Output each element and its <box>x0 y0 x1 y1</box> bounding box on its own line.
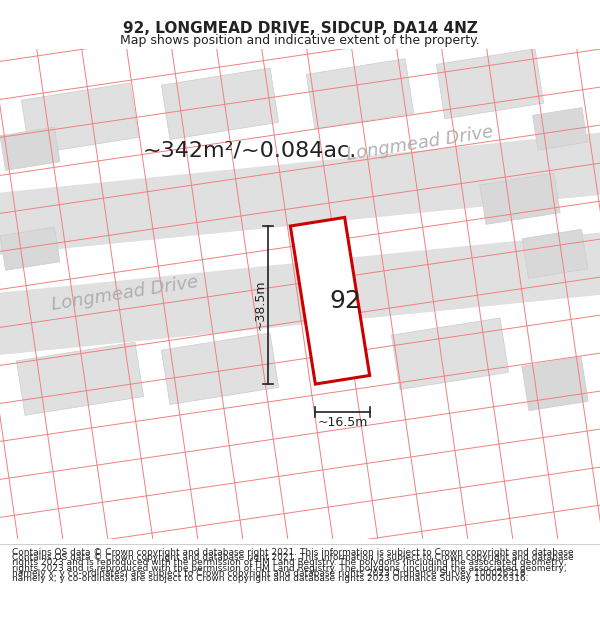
Text: ~342m²/~0.084ac.: ~342m²/~0.084ac. <box>143 141 357 161</box>
Text: ~16.5m: ~16.5m <box>317 416 368 429</box>
Polygon shape <box>0 127 60 171</box>
Text: 92: 92 <box>329 289 361 312</box>
Polygon shape <box>391 318 509 389</box>
Polygon shape <box>22 83 139 154</box>
Polygon shape <box>161 333 278 404</box>
Polygon shape <box>290 217 370 384</box>
Text: Contains OS data © Crown copyright and database right 2021. This information is : Contains OS data © Crown copyright and d… <box>12 548 574 578</box>
Text: ~38.5m: ~38.5m <box>254 280 267 330</box>
Polygon shape <box>522 229 588 278</box>
Text: Longmead Drive: Longmead Drive <box>50 273 200 314</box>
Polygon shape <box>161 68 278 139</box>
Polygon shape <box>16 342 143 415</box>
Polygon shape <box>522 357 588 411</box>
Polygon shape <box>0 128 600 259</box>
Text: 92, LONGMEAD DRIVE, SIDCUP, DA14 4NZ: 92, LONGMEAD DRIVE, SIDCUP, DA14 4NZ <box>122 21 478 36</box>
Polygon shape <box>0 227 60 271</box>
Polygon shape <box>533 107 587 150</box>
Text: Longmead Drive: Longmead Drive <box>345 123 495 164</box>
Polygon shape <box>0 228 600 359</box>
Polygon shape <box>480 173 560 224</box>
Text: Map shows position and indicative extent of the property.: Map shows position and indicative extent… <box>120 34 480 47</box>
Text: Contains OS data © Crown copyright and database right 2021. This information is : Contains OS data © Crown copyright and d… <box>12 553 574 583</box>
Polygon shape <box>436 49 544 119</box>
Polygon shape <box>307 59 413 129</box>
